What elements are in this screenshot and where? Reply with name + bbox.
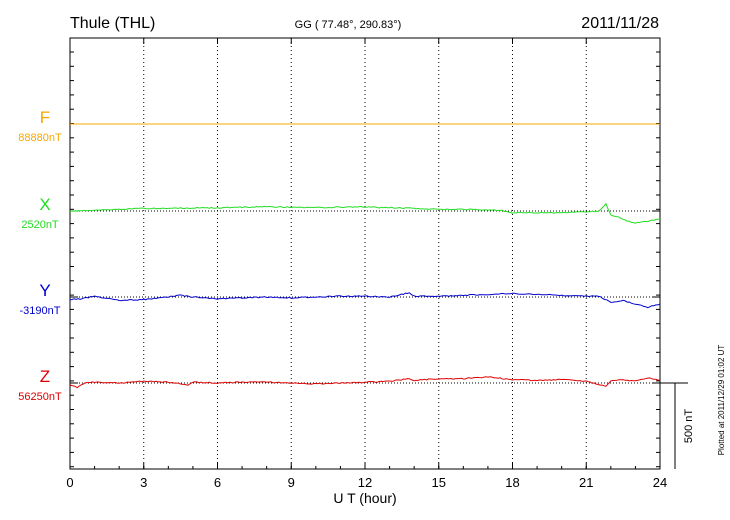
x-axis-ticks: 0 3 6 9 12 15 18 21 24 — [66, 38, 667, 490]
series-line-y — [69, 292, 661, 309]
plotted-timestamp: Plotted at 2011/12/29 01:02 UT — [717, 345, 726, 456]
x-tick-label: 9 — [288, 475, 295, 490]
scale-bar: 500 nT — [660, 382, 695, 469]
x-tick-label: 24 — [653, 475, 667, 490]
series-name-x: X — [39, 195, 50, 214]
coordinates-label: GG ( 77.48°, 290.83°) — [295, 19, 402, 31]
x-tick-label: 3 — [140, 475, 147, 490]
series-name-z: Z — [40, 367, 50, 386]
series-layer — [69, 123, 661, 389]
scale-bar-label: 500 nT — [683, 409, 695, 444]
series-baseline-f: 88880nT — [18, 132, 62, 144]
series-baseline-x: 2520nT — [21, 219, 59, 231]
series-line-x — [69, 202, 661, 224]
station-title: Thule (THL) — [70, 15, 155, 32]
series-line-z — [69, 376, 661, 389]
x-tick-label: 0 — [66, 475, 73, 490]
grid-lines — [70, 38, 660, 469]
x-tick-label: 21 — [579, 475, 593, 490]
date-label: 2011/11/28 — [581, 15, 659, 32]
x-tick-label: 12 — [358, 475, 372, 490]
x-tick-label: 6 — [214, 475, 221, 490]
x-tick-label: 15 — [432, 475, 446, 490]
series-name-f: F — [40, 108, 50, 127]
series-baseline-z: 56250nT — [18, 391, 62, 403]
x-axis-label: U T (hour) — [333, 490, 396, 506]
series-name-y: Y — [39, 281, 50, 300]
series-baseline-y: -3190nT — [20, 305, 61, 317]
series-labels: F 88880nT X 2520nT Y -3190nT Z 56250nT — [18, 108, 62, 403]
x-tick-label: 18 — [505, 475, 519, 490]
